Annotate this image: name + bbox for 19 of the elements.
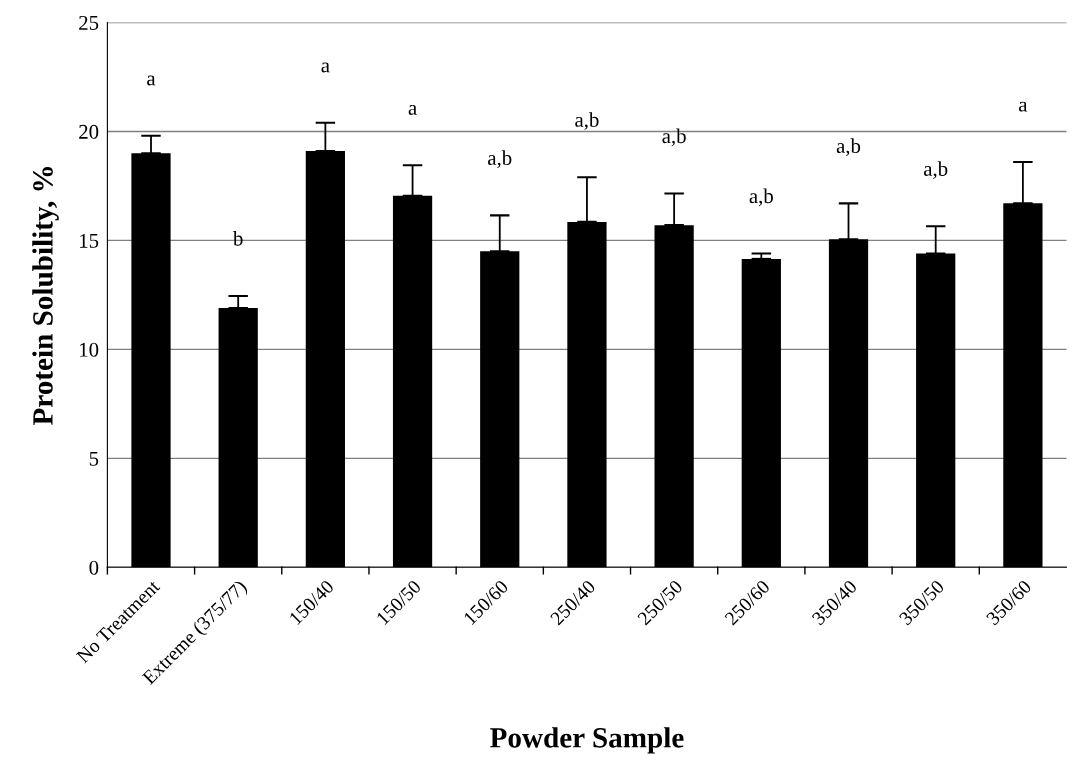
annotation: a (321, 62, 330, 73)
y-axis-title: Protein Solubility, % (32, 167, 59, 425)
annotation: a,b (923, 161, 948, 179)
y-tick-label: 15 (80, 233, 99, 248)
y-tick-label: 0 (89, 560, 99, 575)
annotation: a,b (488, 150, 512, 168)
y-tick-label: 25 (79, 15, 99, 30)
annotation: a (147, 75, 156, 86)
annotation: b (232, 230, 243, 246)
annotation: a,b (836, 138, 861, 157)
annotation: a,b (662, 128, 686, 147)
annotation: a (1019, 101, 1028, 112)
annotation: a (408, 104, 417, 115)
y-tick-label: 10 (80, 342, 99, 357)
annotation: a,b (749, 188, 773, 207)
annotation: a,b (575, 112, 599, 130)
y-tick-label: 5 (89, 451, 99, 466)
y-tick-label: 20 (79, 124, 99, 139)
x-axis-title: Powder Sample (490, 727, 684, 754)
